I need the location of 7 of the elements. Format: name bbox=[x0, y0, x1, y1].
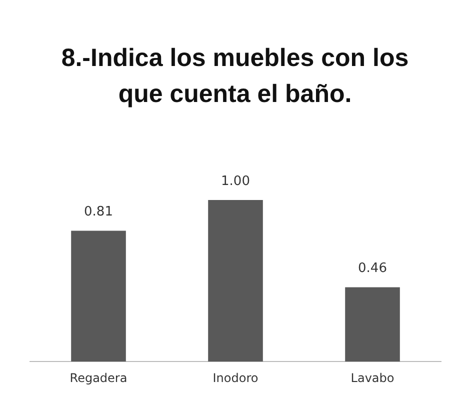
x-tick-label: Regadera bbox=[70, 370, 128, 385]
chart-title: 8.-Indica los muebles con los que cuenta el baño. bbox=[60, 43, 410, 110]
x-tick-label: Inodoro bbox=[212, 370, 258, 385]
x-tick-label: Lavabo bbox=[350, 370, 394, 385]
data-label: 0.81 bbox=[84, 204, 113, 220]
data-label: 0.46 bbox=[358, 261, 387, 276]
data-label: 1.00 bbox=[221, 174, 250, 189]
